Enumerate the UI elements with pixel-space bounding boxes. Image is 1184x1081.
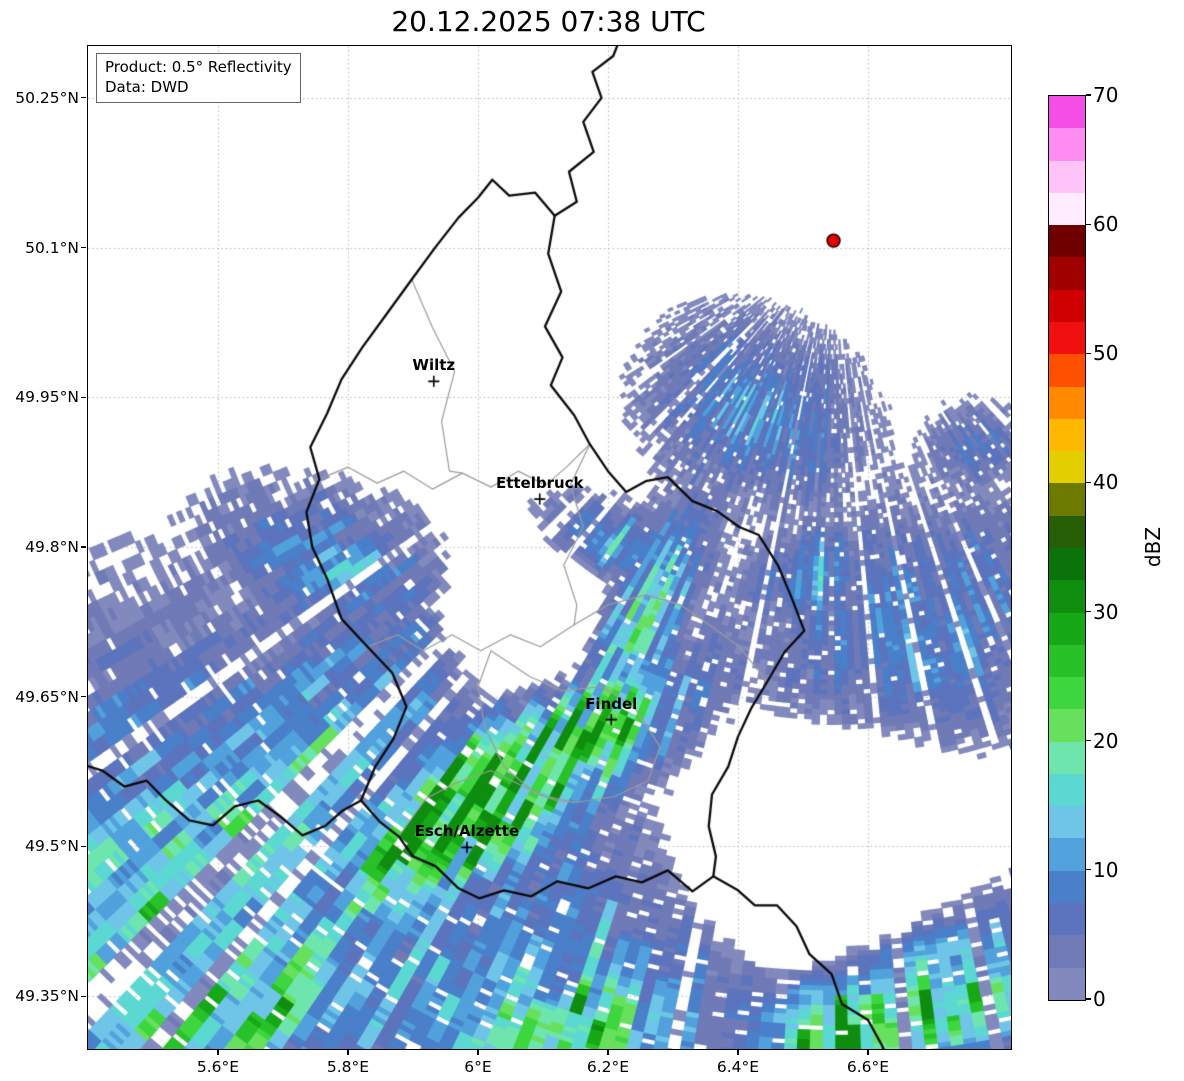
colorbar-axis-label: dBZ: [1141, 526, 1165, 568]
x-tick-mark: [477, 1050, 479, 1055]
x-tick-label: 5.6°E: [196, 1058, 240, 1076]
y-tick-mark: [81, 995, 86, 997]
colorbar-tick-label: 30: [1093, 599, 1119, 624]
colorbar-tick-label: 60: [1093, 212, 1119, 237]
x-tick-mark: [347, 1050, 349, 1055]
y-tick-mark: [81, 97, 86, 99]
y-tick-label: 50.25°N: [15, 88, 79, 107]
colorbar-segment: [1049, 515, 1085, 548]
colorbar-segment: [1049, 773, 1085, 807]
colorbar-segment: [1049, 612, 1085, 645]
y-tick-label: 49.95°N: [15, 388, 79, 407]
x-tick-label: 6.6°E: [846, 1058, 890, 1076]
product-info-line: Product: 0.5° Reflectivity: [105, 58, 292, 76]
colorbar-tick-label: 10: [1093, 857, 1119, 882]
city-label: Ettelbruck: [495, 474, 584, 493]
colorbar-segment: [1049, 806, 1085, 839]
colorbar-segment: [1049, 741, 1085, 774]
colorbar-tick-mark: [1086, 740, 1091, 742]
city-label: Wiltz: [412, 356, 456, 375]
y-tick-mark: [81, 546, 86, 548]
y-tick-label: 49.5°N: [25, 837, 79, 856]
colorbar-tick-mark: [1086, 223, 1091, 225]
colorbar-segment: [1049, 128, 1085, 161]
y-tick-mark: [81, 696, 86, 698]
colorbar-segment: [1049, 644, 1085, 678]
x-tick-label: 5.8°E: [326, 1058, 370, 1076]
y-tick-label: 49.65°N: [15, 687, 79, 706]
colorbar-tick-mark: [1086, 352, 1091, 354]
x-tick-label: 6.2°E: [586, 1058, 630, 1076]
product-info-box: Product: 0.5° Reflectivity Data: DWD: [96, 53, 301, 103]
x-tick-mark: [737, 1050, 739, 1055]
y-tick-mark: [81, 845, 86, 847]
colorbar-segment: [1049, 257, 1085, 290]
colorbar-tick-label: 50: [1093, 341, 1119, 366]
y-tick-mark: [81, 246, 86, 249]
colorbar-segment: [1049, 838, 1085, 871]
colorbar-segment: [1049, 192, 1085, 226]
colorbar-segment: [1049, 225, 1085, 258]
colorbar-tick-label: 70: [1093, 83, 1119, 107]
colorbar-tick-label: 0: [1093, 987, 1106, 1011]
x-tick-mark: [867, 1050, 869, 1055]
colorbar-segment: [1049, 709, 1085, 742]
colorbar-segment: [1049, 967, 1085, 1000]
colorbar-segment: [1049, 547, 1085, 581]
colorbar-segment: [1049, 870, 1085, 904]
colorbar-segment: [1049, 160, 1085, 193]
data-source-line: Data: DWD: [105, 78, 189, 97]
dbz-colorbar: [1048, 95, 1086, 1001]
colorbar-tick-label: 20: [1093, 728, 1119, 753]
plot-title: 20.12.2025 07:38 UTC: [391, 5, 706, 38]
colorbar-segment: [1049, 580, 1085, 613]
x-tick-mark: [607, 1050, 609, 1055]
x-tick-mark: [217, 1050, 219, 1055]
colorbar-tick-mark: [1086, 869, 1091, 871]
colorbar-segment: [1049, 677, 1085, 710]
x-tick-label: 6°E: [464, 1058, 492, 1076]
colorbar-segment: [1049, 451, 1085, 484]
colorbar-tick-mark: [1086, 481, 1091, 484]
city-label: Esch/Alzette: [414, 822, 520, 841]
y-tick-label: 49.8°N: [25, 538, 79, 556]
y-tick-label: 49.35°N: [15, 987, 79, 1006]
colorbar-tick-mark: [1086, 610, 1091, 613]
colorbar-segment: [1049, 289, 1085, 322]
map-plot-area: Product: 0.5° Reflectivity Data: DWD Wil…: [87, 45, 1012, 1050]
colorbar-tick-mark: [1086, 998, 1091, 1000]
colorbar-tick-mark: [1086, 94, 1091, 96]
y-tick-mark: [81, 396, 86, 398]
colorbar-segment: [1049, 418, 1085, 452]
colorbar-segment: [1049, 96, 1085, 129]
colorbar-segment: [1049, 321, 1085, 355]
y-tick-label: 50.1°N: [25, 238, 79, 257]
colorbar-segment: [1049, 483, 1085, 516]
colorbar-segment: [1049, 903, 1085, 936]
colorbar-segment: [1049, 354, 1085, 387]
radar-map-canvas: [88, 46, 1011, 1049]
colorbar-segment: [1049, 386, 1085, 419]
city-label: Findel: [585, 694, 638, 713]
x-tick-label: 6.4°E: [716, 1058, 760, 1076]
colorbar-segment: [1049, 935, 1085, 968]
colorbar-tick-label: 40: [1093, 470, 1119, 495]
